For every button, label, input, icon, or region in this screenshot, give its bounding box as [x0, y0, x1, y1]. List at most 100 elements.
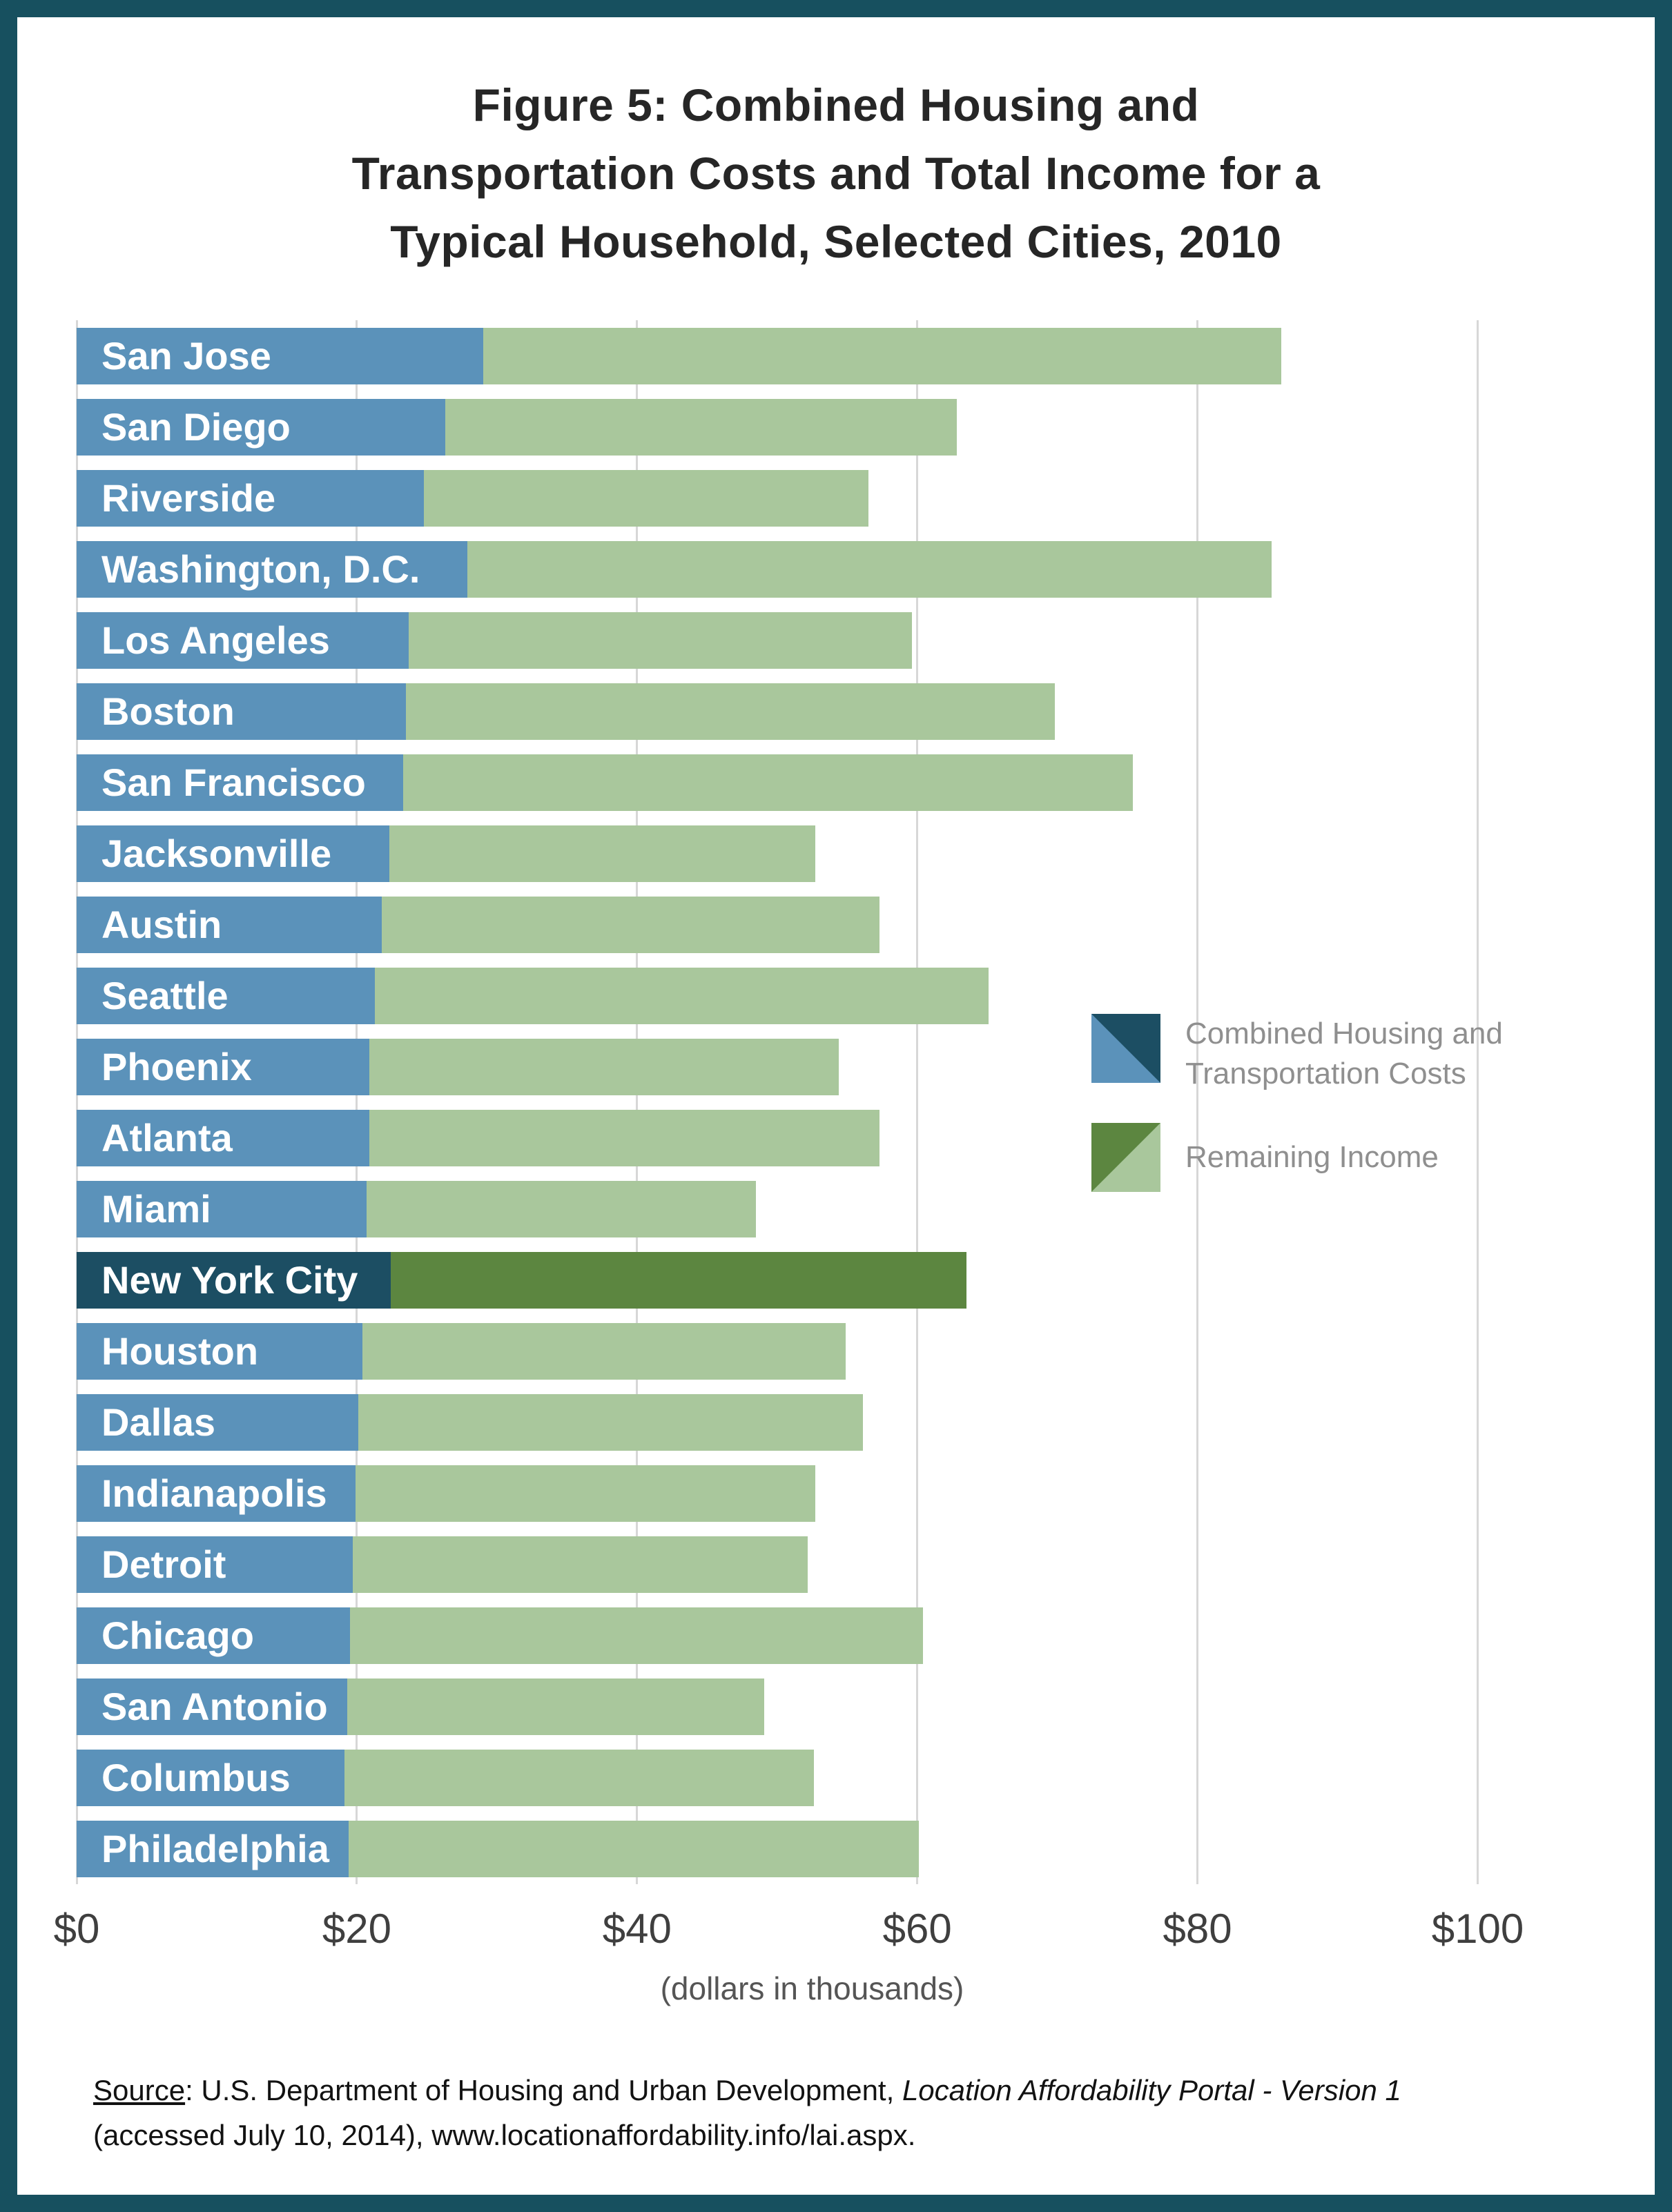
stacked-bar: San Francisco: [77, 754, 1548, 811]
costs-legend-label-line-1: Combined Housing and: [1185, 1017, 1503, 1050]
bar-row: Indianapolis: [77, 1458, 1548, 1529]
costs-bar-segment: Boston: [77, 683, 406, 740]
bar-row: New York City: [77, 1244, 1548, 1315]
income-bar-segment: [408, 611, 912, 669]
stacked-bar: Boston: [77, 683, 1548, 740]
bar-row: Seattle: [77, 960, 1548, 1031]
costs-bar-segment: Washington, D.C.: [77, 540, 468, 598]
city-label: Houston: [101, 1329, 259, 1373]
bar-row: Riverside: [77, 462, 1548, 534]
bar-row: San Jose: [77, 320, 1548, 391]
city-label: Austin: [101, 903, 222, 946]
costs-bar-segment: Columbus: [77, 1749, 344, 1806]
stacked-bar: Philadelphia: [77, 1820, 1548, 1877]
income-bar-segment: [362, 1322, 846, 1380]
city-label: Riverside: [101, 476, 276, 520]
x-tick-label: $100: [1431, 1906, 1524, 1952]
costs-bar-segment: San Francisco: [77, 754, 403, 811]
income-bar-segment: [445, 398, 957, 456]
source-note: Source: U.S. Department of Housing and U…: [93, 2068, 1612, 2157]
source-line-1: Source: U.S. Department of Housing and U…: [93, 2068, 1612, 2113]
stacked-bar: Columbus: [77, 1749, 1548, 1806]
stacked-bar: Seattle: [77, 967, 1548, 1024]
bar-row: Atlanta: [77, 1102, 1548, 1173]
income-legend-label: Remaining Income: [1185, 1140, 1439, 1175]
source-line-2: (accessed July 10, 2014), www.locationaf…: [93, 2119, 916, 2152]
stacked-bar: Miami: [77, 1180, 1548, 1237]
bar-row: Jacksonville: [77, 818, 1548, 889]
chart: San Jose San Diego Riverside Washington, D.…: [75, 320, 1548, 1884]
bar-row: Boston: [77, 676, 1548, 747]
bar-row: Columbus: [77, 1742, 1548, 1813]
x-tick-label: $20: [322, 1906, 391, 1952]
costs-bar-segment: Seattle: [77, 967, 376, 1024]
costs-bar-segment: Dallas: [77, 1393, 358, 1451]
bar-row: Washington, D.C.: [77, 534, 1548, 605]
income-bar-segment: [355, 1465, 815, 1522]
figure-title: Figure 5: Combined Housing and Transport…: [17, 71, 1655, 276]
income-bar-segment: [344, 1749, 814, 1806]
income-bar-segment: [352, 1536, 808, 1593]
stacked-bar: Riverside: [77, 469, 1548, 527]
source-text: : U.S. Department of Housing and Urban D…: [185, 2074, 902, 2106]
income-bar-segment: [467, 540, 1272, 598]
stacked-bar: New York City: [77, 1251, 1548, 1309]
city-label: Chicago: [101, 1614, 254, 1657]
income-bar-segment: [389, 825, 815, 882]
costs-legend-label-line-2: Transportation Costs: [1185, 1057, 1466, 1091]
stacked-bar: Indianapolis: [77, 1465, 1548, 1522]
costs-swatch-icon: [1091, 1014, 1160, 1083]
x-tick-label: $0: [53, 1906, 100, 1952]
costs-bar-segment: Indianapolis: [77, 1465, 356, 1522]
income-swatch-icon: [1091, 1123, 1160, 1193]
bar-row: Phoenix: [77, 1031, 1548, 1102]
bar-row: Dallas: [77, 1387, 1548, 1458]
costs-legend-label: Combined Housing and Transportation Cost…: [1185, 1014, 1503, 1094]
stacked-bar: Phoenix: [77, 1038, 1548, 1095]
x-axis-caption: (dollars in thousands): [660, 1970, 964, 2006]
bar-row: Austin: [77, 889, 1548, 960]
stacked-bar: Chicago: [77, 1607, 1548, 1664]
costs-bar-segment: Houston: [77, 1322, 363, 1380]
gridline: [1477, 320, 1479, 1884]
x-tick-label: $60: [882, 1906, 952, 1952]
stacked-bar: Austin: [77, 896, 1548, 953]
bar-row: Los Angeles: [77, 605, 1548, 676]
stacked-bar: Los Angeles: [77, 611, 1548, 669]
gridline: [916, 320, 919, 1884]
bar-row: Miami: [77, 1173, 1548, 1244]
income-bar-segment: [358, 1393, 863, 1451]
bar-row: Houston: [77, 1315, 1548, 1387]
x-tick-label: $80: [1163, 1906, 1232, 1952]
bar-row: San Antonio: [77, 1671, 1548, 1742]
bar-row: San Francisco: [77, 747, 1548, 818]
costs-bar-segment: San Diego: [77, 398, 445, 456]
costs-bar-segment: Chicago: [77, 1607, 350, 1664]
costs-bar-segment: Phoenix: [77, 1038, 370, 1095]
city-label: Dallas: [101, 1400, 215, 1444]
income-bar-segment: [375, 967, 989, 1024]
income-bar-segment: [347, 1678, 765, 1735]
bar-row: Detroit: [77, 1529, 1548, 1600]
city-label: Detroit: [101, 1543, 226, 1586]
costs-bar-segment: Riverside: [77, 469, 425, 527]
bar-row: Chicago: [77, 1600, 1548, 1671]
city-label: Seattle: [101, 974, 229, 1017]
income-bar-segment: [369, 1109, 879, 1166]
x-tick-label: $40: [602, 1906, 672, 1952]
city-label: Columbus: [101, 1756, 291, 1799]
income-bar-segment: [349, 1607, 923, 1664]
costs-bar-segment: San Antonio: [77, 1678, 347, 1735]
gridline: [1196, 320, 1199, 1884]
city-label: Washington, D.C.: [101, 547, 420, 591]
costs-bar-segment: New York City: [77, 1251, 391, 1309]
legend-item-costs: Combined Housing and Transportation Cost…: [1091, 1014, 1503, 1094]
costs-bar-segment: Miami: [77, 1180, 367, 1237]
costs-bar-segment: Detroit: [77, 1536, 353, 1593]
stacked-bar: Atlanta: [77, 1109, 1548, 1166]
costs-bar-segment: Philadelphia: [77, 1820, 349, 1877]
costs-bar-segment: Atlanta: [77, 1109, 370, 1166]
figure-title-line-2: Transportation Costs and Total Income fo…: [351, 148, 1321, 199]
stacked-bar: Houston: [77, 1322, 1548, 1380]
city-label: Boston: [101, 689, 235, 733]
